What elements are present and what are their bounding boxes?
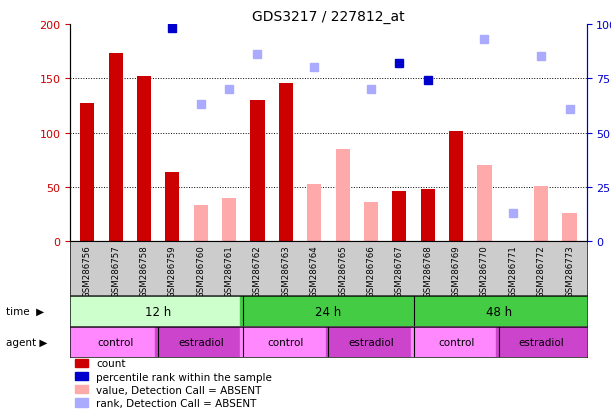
Text: GSM286767: GSM286767 <box>395 244 404 297</box>
Text: estradiol: estradiol <box>518 337 564 347</box>
Text: time  ▶: time ▶ <box>6 306 44 316</box>
Bar <box>241 328 331 357</box>
Text: GSM286762: GSM286762 <box>253 244 262 297</box>
Bar <box>364 203 378 242</box>
Bar <box>80 104 94 242</box>
Text: GSM286770: GSM286770 <box>480 244 489 297</box>
Bar <box>241 297 416 326</box>
Text: GSM286763: GSM286763 <box>281 244 290 297</box>
Bar <box>411 328 502 357</box>
Text: estradiol: estradiol <box>348 337 394 347</box>
Bar <box>420 190 435 242</box>
Text: control: control <box>438 337 474 347</box>
Bar <box>534 186 548 242</box>
Legend: count, percentile rank within the sample, value, Detection Call = ABSENT, rank, : count, percentile rank within the sample… <box>76 358 272 408</box>
Text: control: control <box>98 337 134 347</box>
Bar <box>137 77 151 242</box>
Text: GSM286759: GSM286759 <box>168 244 177 297</box>
Text: GSM286756: GSM286756 <box>82 244 92 297</box>
Bar <box>477 166 491 242</box>
Bar <box>109 54 123 242</box>
Bar <box>155 328 246 357</box>
Text: GSM286760: GSM286760 <box>196 244 205 297</box>
Text: GSM286765: GSM286765 <box>338 244 347 297</box>
Bar <box>392 192 406 242</box>
Bar <box>496 328 587 357</box>
Text: GSM286758: GSM286758 <box>139 244 148 297</box>
Text: GSM286757: GSM286757 <box>111 244 120 297</box>
Bar <box>279 83 293 242</box>
Bar <box>563 214 577 242</box>
Bar <box>70 297 246 326</box>
Text: 24 h: 24 h <box>315 305 342 318</box>
Bar <box>411 297 587 326</box>
Text: GSM286766: GSM286766 <box>367 244 376 297</box>
Text: agent ▶: agent ▶ <box>6 337 48 347</box>
Bar <box>166 172 180 242</box>
Bar <box>307 184 321 242</box>
Bar <box>222 198 236 242</box>
Bar <box>326 328 416 357</box>
Text: GDS3217 / 227812_at: GDS3217 / 227812_at <box>252 10 404 24</box>
Text: GSM286769: GSM286769 <box>452 244 461 297</box>
Text: GSM286773: GSM286773 <box>565 244 574 297</box>
Text: GSM286761: GSM286761 <box>225 244 233 297</box>
Text: estradiol: estradiol <box>178 337 224 347</box>
Bar <box>70 328 161 357</box>
Text: GSM286764: GSM286764 <box>310 244 319 297</box>
Text: control: control <box>268 337 304 347</box>
Bar <box>194 206 208 242</box>
Text: 48 h: 48 h <box>486 305 511 318</box>
Bar <box>335 150 349 242</box>
Text: GSM286772: GSM286772 <box>536 244 546 297</box>
Text: GSM286771: GSM286771 <box>508 244 518 297</box>
Bar <box>251 101 265 242</box>
Text: GSM286768: GSM286768 <box>423 244 432 297</box>
Text: 12 h: 12 h <box>145 305 171 318</box>
Bar <box>449 132 463 242</box>
